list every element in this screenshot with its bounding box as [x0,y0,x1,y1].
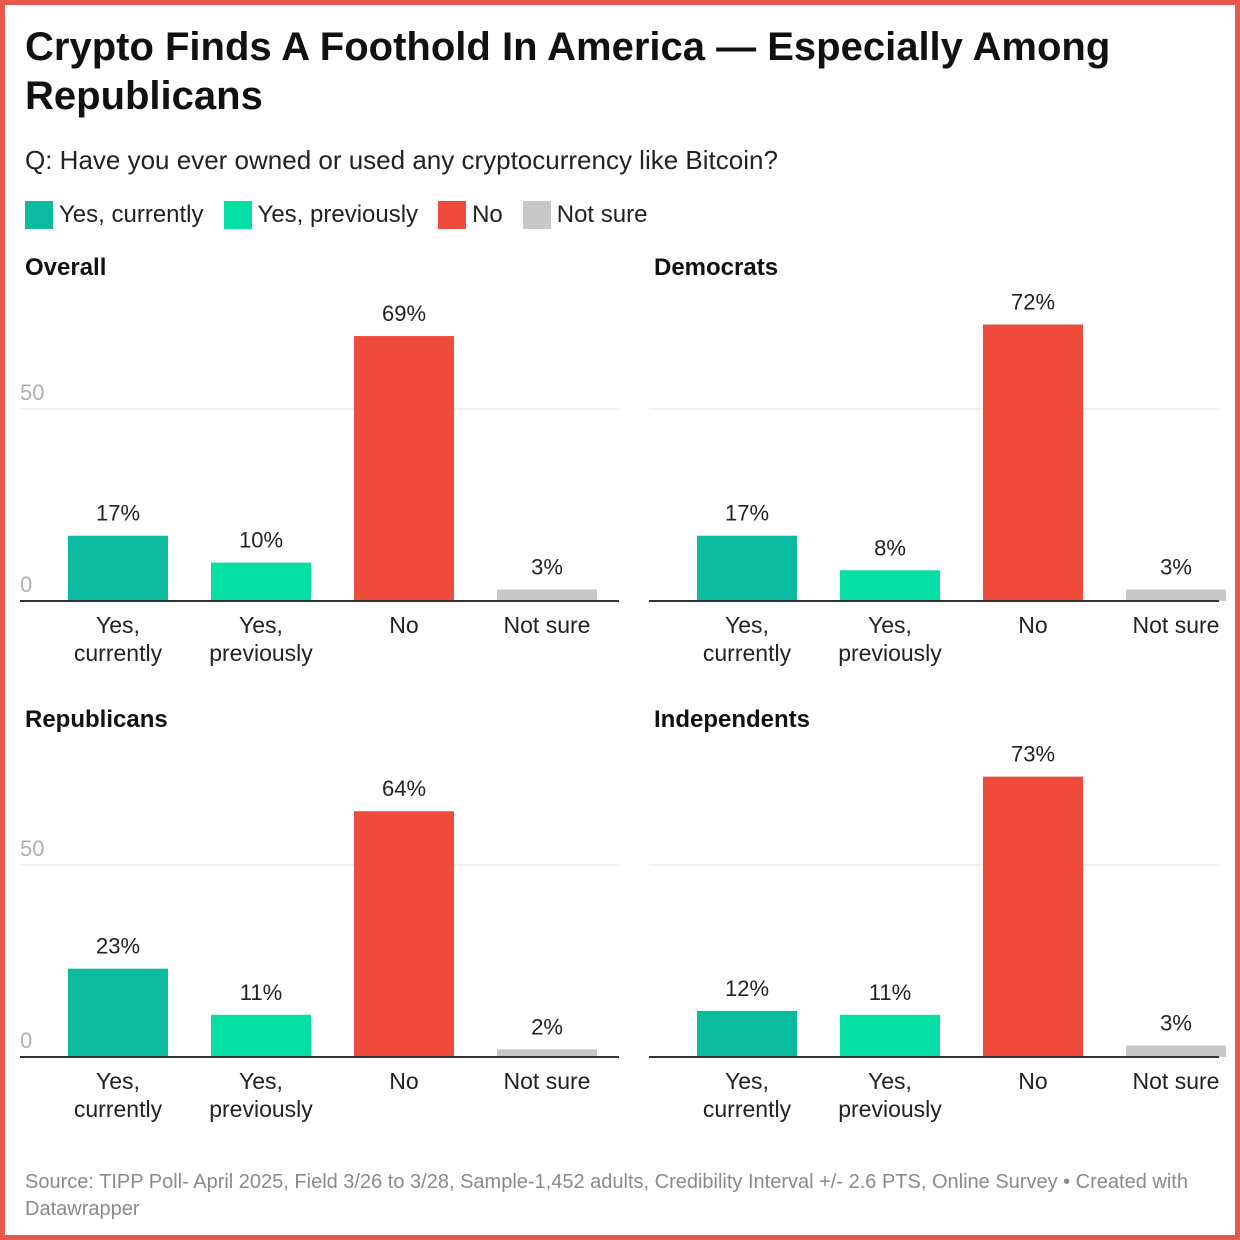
bar-not-sure [1126,589,1226,601]
y-tick-label-0: 0 [20,572,32,597]
x-tick-label-yes-previously: Yes, previously [209,1068,313,1122]
legend-item-yes-previously: Yes, previously [223,201,419,229]
legend-swatch [223,201,252,229]
legend-item-not-sure: Not sure [522,201,648,229]
panel-republicans: 0 50 23% Yes, currently 11% Yes, previously 64% N… [20,776,619,1122]
bar-yes-currently [68,535,168,601]
data-label-yes-previously: 10% [239,528,283,553]
legend-item-no: No [438,201,503,229]
legend-swatch [25,201,53,229]
data-label-no: 72% [1011,290,1055,315]
x-tick-label-no: No [1018,612,1047,638]
legend-label: No [472,201,503,228]
x-tick-label-yes-previously: Yes, previously [209,612,313,666]
bar-yes-previously [840,1014,940,1057]
y-tick-label-50: 50 [20,836,44,861]
x-tick-label-not-sure: Not sure [504,1068,591,1094]
panel-democrats: 17% Yes, currently 8% Yes, previously 72% No 3% N… [649,290,1226,666]
legend-label: Yes, currently [59,201,204,228]
data-label-no: 73% [1011,742,1055,767]
data-label-not-sure: 3% [1160,554,1192,579]
bar-yes-currently [68,968,168,1057]
bar-yes-currently [697,535,797,601]
x-tick-label-no: No [389,1068,418,1094]
bar-not-sure [1126,1045,1226,1057]
chart-subtitle: Q: Have you ever owned or used any crypt… [25,145,778,175]
x-tick-label-yes-currently: Yes, currently [703,1068,792,1122]
x-tick-label-not-sure: Not sure [1133,612,1220,638]
legend-label: Not sure [556,201,648,228]
legend-swatch [438,201,467,229]
y-tick-label-0: 0 [20,1028,32,1053]
bar-no [983,776,1083,1057]
x-tick-label-not-sure: Not sure [504,612,591,638]
panel-title-democrats: Democrats [654,254,779,281]
bar-not-sure [497,1049,597,1057]
x-tick-label-not-sure: Not sure [1133,1068,1220,1094]
legend: Yes, currently Yes, previously No Not su… [25,201,667,229]
data-label-no: 69% [382,301,426,326]
x-tick-label-yes-currently: Yes, currently [74,1068,163,1122]
legend-swatch [522,201,551,229]
chart-title: Crypto Finds A Foothold In America — Esp… [25,25,1111,118]
bar-yes-previously [840,570,940,601]
bar-no [354,336,454,601]
source-note: Source: TIPP Poll- April 2025, Field 3/2… [25,1171,1188,1220]
panel-overall: 0 50 17% Yes, currently 10% Yes, previously 69% N… [20,301,619,666]
data-label-no: 64% [382,776,426,801]
bar-yes-previously [211,562,311,601]
x-tick-label-yes-previously: Yes, previously [838,612,942,666]
legend-label: Yes, previously [257,201,419,228]
bar-not-sure [497,589,597,601]
data-label-not-sure: 3% [1160,1010,1192,1035]
data-label-yes-currently: 17% [725,501,769,526]
panel-independents: 12% Yes, currently 11% Yes, previously 73% No 3%… [649,742,1226,1122]
data-label-not-sure: 2% [531,1014,563,1039]
data-label-yes-previously: 8% [874,535,906,560]
x-tick-label-yes-currently: Yes, currently [703,612,792,666]
data-label-yes-previously: 11% [240,980,282,1005]
data-label-yes-currently: 17% [96,501,140,526]
bar-no [354,811,454,1057]
x-tick-label-no: No [389,612,418,638]
x-tick-label-no: No [1018,1068,1047,1094]
y-tick-label-50: 50 [20,380,44,405]
panel-title-republicans: Republicans [25,706,168,733]
data-label-not-sure: 3% [531,554,563,579]
legend-item-yes-currently: Yes, currently [25,201,204,229]
charts-canvas: 0 50 17% Yes, currently 10% Yes, previously 69% N… [20,290,1226,1122]
panel-title-independents: Independents [654,706,811,733]
data-label-yes-currently: 23% [96,934,140,959]
bar-yes-previously [211,1014,311,1057]
panel-title-overall: Overall [25,254,107,281]
x-tick-label-yes-currently: Yes, currently [74,612,163,666]
bar-yes-currently [697,1010,797,1057]
x-tick-label-yes-previously: Yes, previously [838,1068,942,1122]
data-label-yes-currently: 12% [725,976,769,1001]
data-label-yes-previously: 11% [869,980,911,1005]
bar-no [983,324,1083,601]
